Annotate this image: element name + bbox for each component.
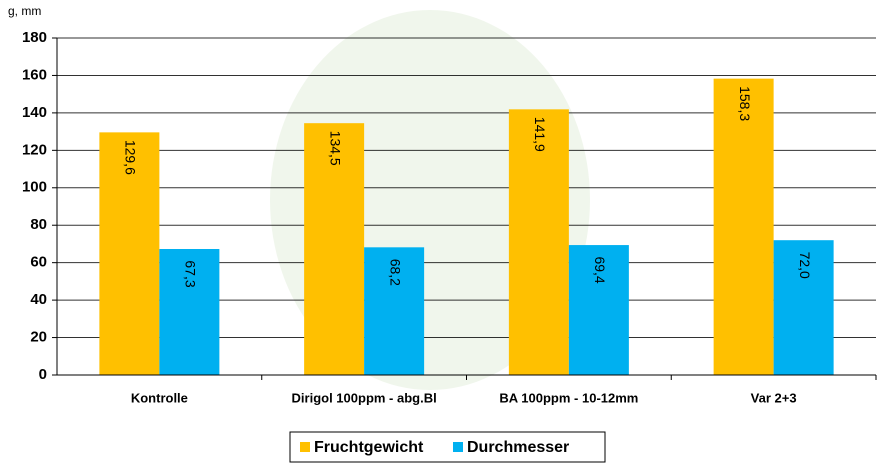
bar — [568, 245, 629, 375]
value-label: 158,3 — [737, 86, 753, 121]
x-tick-label: Var 2+3 — [751, 390, 797, 405]
legend-swatch — [300, 442, 310, 452]
value-label: 141,9 — [532, 117, 548, 152]
bar — [159, 248, 220, 375]
bar — [304, 123, 365, 375]
value-label: 129,6 — [123, 140, 139, 175]
y-tick-label: 140 — [22, 104, 47, 121]
legend-label: Durchmesser — [467, 439, 569, 456]
legend — [289, 431, 606, 463]
bar — [508, 109, 569, 375]
y-tick-label: 0 — [39, 366, 47, 383]
bar — [99, 132, 160, 375]
y-tick-label: 40 — [30, 291, 47, 308]
x-tick-label: Kontrolle — [131, 390, 188, 405]
bar — [713, 78, 774, 375]
x-tick-label: Dirigol 100ppm - abg.Bl — [292, 390, 437, 405]
x-tick-label: BA 100ppm - 10-12mm — [499, 390, 638, 405]
bar — [364, 247, 425, 375]
y-tick-label: 80 — [30, 216, 47, 233]
legend-label: Fruchtgewicht — [314, 439, 424, 456]
y-tick-label: 120 — [22, 141, 47, 158]
y-tick-label: 20 — [30, 329, 47, 346]
y-tick-label: 160 — [22, 66, 47, 83]
value-label: 68,2 — [387, 259, 403, 286]
value-label: 69,4 — [592, 256, 608, 283]
value-label: 72,0 — [797, 252, 813, 279]
bar — [773, 240, 834, 375]
value-label: 134,5 — [327, 131, 343, 166]
value-label: 67,3 — [183, 260, 199, 287]
y-axis-label: g, mm — [8, 4, 41, 18]
y-tick-label: 180 — [22, 29, 47, 46]
legend-swatch — [453, 442, 463, 452]
y-tick-label: 100 — [22, 179, 47, 196]
y-tick-label: 60 — [30, 254, 47, 271]
